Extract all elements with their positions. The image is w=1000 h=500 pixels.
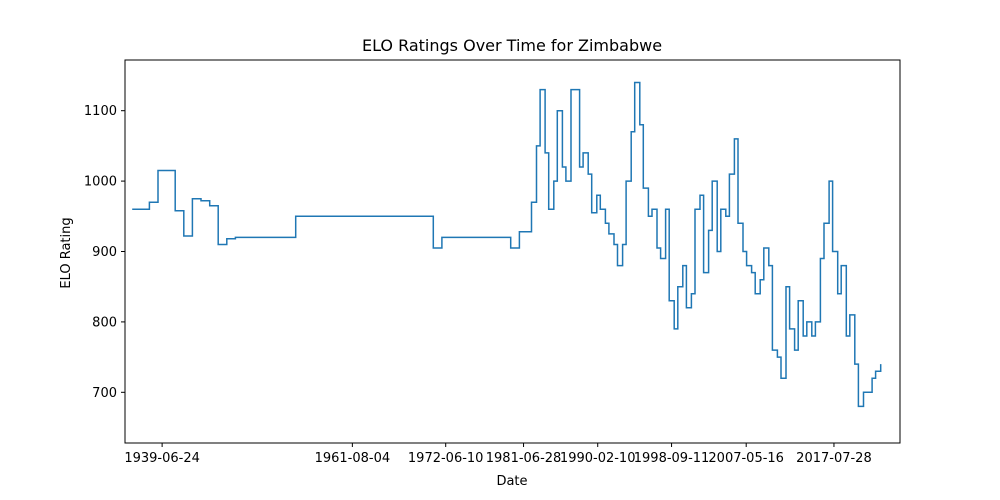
x-tick-label: 1961-08-04 (315, 451, 391, 466)
x-tick-label: 1972-06-10 (408, 451, 484, 466)
x-tick-label: 1939-06-24 (124, 451, 200, 466)
y-axis-label: ELO Rating (59, 217, 74, 288)
x-tick-label: 1981-06-28 (486, 451, 562, 466)
x-tick-label: 2007-05-16 (708, 451, 784, 466)
plot-area: 1939-06-24 1961-08-04 1972-06-10 1981-06-28… (84, 59, 901, 466)
chart-title: ELO Ratings Over Time for Zimbabwe (362, 36, 662, 55)
x-tick-label: 1990-02-10 (560, 451, 636, 466)
series-line-0 (132, 81, 882, 408)
y-tick-label: 800 (92, 315, 117, 330)
x-tick-label: 1998-09-11 (634, 451, 710, 466)
y-tick-label: 700 (92, 386, 117, 401)
x-tick-label: 2017-07-28 (796, 451, 872, 466)
y-tick-label: 1000 (84, 175, 117, 190)
x-axis-label: Date (496, 474, 527, 489)
y-tick-label: 900 (92, 245, 117, 260)
y-tick-label: 1100 (84, 104, 117, 119)
